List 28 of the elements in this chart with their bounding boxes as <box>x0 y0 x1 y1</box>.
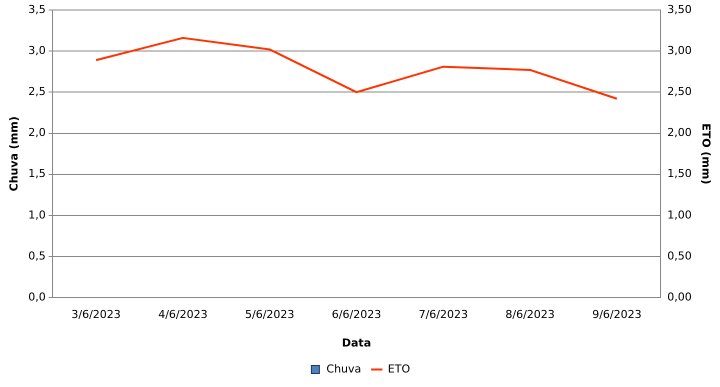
y2-tick-label: 3,50 <box>667 2 692 16</box>
y-axis-title: Chuva (mm) <box>7 116 20 192</box>
y-tick-label: 1,0 <box>28 208 46 222</box>
x-axis-title: Data <box>342 336 372 350</box>
x-tick-label: 9/6/2023 <box>592 308 642 322</box>
x-tick-label: 4/6/2023 <box>158 308 208 322</box>
y-tick-label: 0,5 <box>28 249 46 262</box>
x-tick-label: 6/6/2023 <box>332 308 382 322</box>
y2-tick-label: 1,50 <box>667 167 692 180</box>
y2-tick-label: 1,00 <box>667 208 692 222</box>
y-tick-label: 2,0 <box>28 126 46 140</box>
y-tick-label: 3,5 <box>28 2 46 16</box>
y-tick-label: 0,0 <box>28 290 46 304</box>
x-tick-label: 7/6/2023 <box>418 308 468 322</box>
y2-tick-label: 0,00 <box>667 290 692 304</box>
x-tick-label: 3/6/2023 <box>71 308 121 322</box>
x-tick-label: 8/6/2023 <box>505 308 555 322</box>
x-tick-label: 5/6/2023 <box>244 308 294 322</box>
y-tick-label: 1,5 <box>28 167 46 180</box>
legend-label: ETO <box>388 362 410 376</box>
y2-tick-label: 3,00 <box>667 44 692 57</box>
y2-tick-label: 2,00 <box>667 126 692 140</box>
y-tick-label: 3,0 <box>28 44 46 57</box>
y2-tick-label: 0,50 <box>667 249 692 262</box>
y-tick-label: 2,5 <box>28 85 46 98</box>
legend-label: Chuva <box>326 362 362 376</box>
y2-tick-label: 2,50 <box>667 85 692 98</box>
y2-axis-title: ETO (mm) <box>700 123 713 184</box>
